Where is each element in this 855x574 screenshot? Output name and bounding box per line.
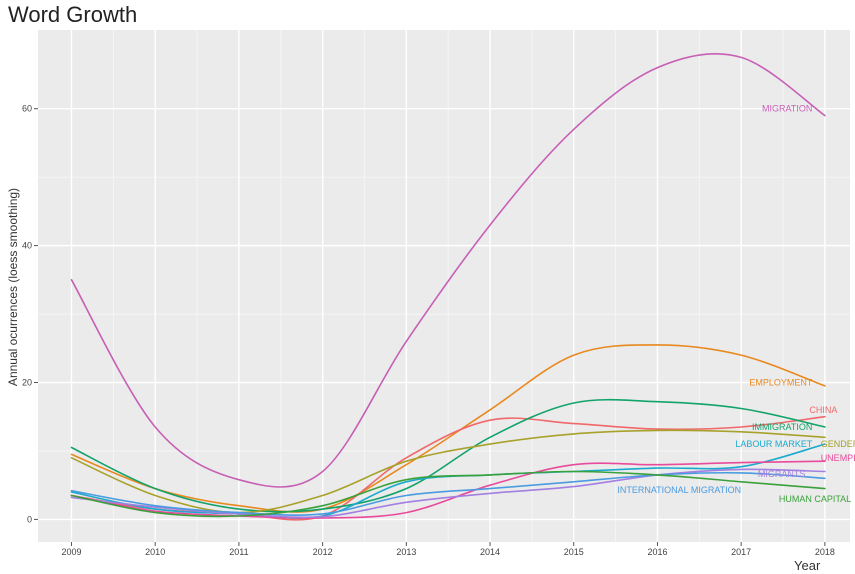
series-label-employment: EMPLOYMENT <box>749 378 813 388</box>
series-line-immigration <box>70 398 826 513</box>
series-line-gender <box>70 429 826 514</box>
series-label-china: CHINA <box>809 405 837 415</box>
axis-ticks: 2009 2010 2011 2012 2013 2014 2015 2016 2017 2018… <box>22 104 835 557</box>
x-tick-label: 2012 <box>313 547 333 557</box>
x-tick-label: 2015 <box>564 547 584 557</box>
y-tick-label: 20 <box>22 378 32 388</box>
y-tick-label: 0 <box>27 514 32 524</box>
x-tick-label: 2010 <box>145 547 165 557</box>
series-label-migrants: MIGRANTS <box>758 469 806 479</box>
series-label-international-migration: INTERNATIONAL MIGRATION <box>617 485 741 495</box>
y-tick-label: 60 <box>22 104 32 114</box>
x-tick-label: 2017 <box>731 547 751 557</box>
series-label-gender: GENDER <box>821 439 855 449</box>
series-labels: MIGRATION EMPLOYMENT CHINA IMMIGRATION LABOU… <box>617 104 855 504</box>
series-label-human-capital: HUMAN CAPITAL <box>779 494 851 504</box>
x-tick-label: 2011 <box>229 547 248 557</box>
series-label-immigration: IMMIGRATION <box>752 422 812 432</box>
series-line-migration <box>70 53 826 488</box>
x-tick-label: 2013 <box>396 547 416 557</box>
series-lines <box>70 53 826 521</box>
series-label-migration: MIGRATION <box>762 104 812 114</box>
y-tick-label: 40 <box>22 241 32 251</box>
series-line-international-migration <box>70 471 826 516</box>
x-axis-label: Year <box>794 558 821 573</box>
x-tick-label: 2016 <box>647 547 667 557</box>
x-tick-label: 2014 <box>480 547 500 557</box>
x-tick-label: 2018 <box>815 547 835 557</box>
series-line-migrants <box>70 468 826 519</box>
x-tick-label: 2009 <box>61 547 81 557</box>
chart-title: Word Growth <box>8 2 138 27</box>
series-line-employment <box>70 344 826 513</box>
series-label-labour-market: LABOUR MARKET <box>735 439 813 449</box>
series-line-unemployment <box>70 460 826 519</box>
series-label-unemployment: UNEMPLOYMENT <box>821 453 855 463</box>
series-line-human-capital <box>70 470 826 518</box>
